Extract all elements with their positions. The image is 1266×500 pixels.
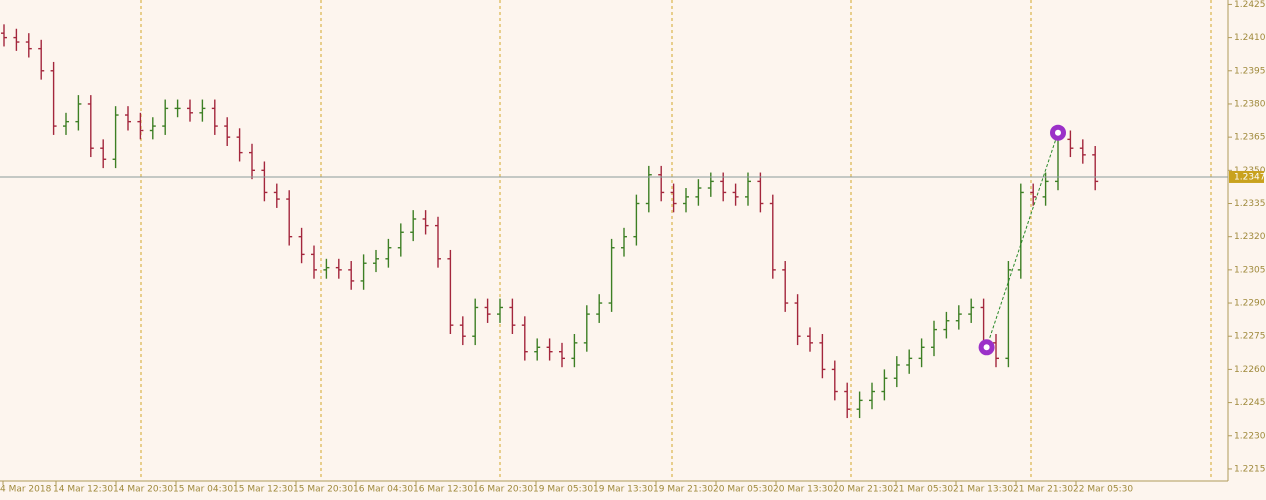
y-tick-label: 1.2275 [1234,332,1266,342]
y-tick-label: 1.2290 [1234,299,1266,309]
trade-line [986,132,1059,348]
current-price-label: 1.2347 [1234,172,1266,182]
x-tick-label: 19 Mar 13:30 [593,485,653,495]
trade-marker-center [1055,129,1061,136]
trade-marker-center [983,344,990,351]
x-tick-label: 14 Mar 20:30 [113,485,173,495]
y-tick-label: 1.2335 [1234,199,1266,209]
y-tick-label: 1.2245 [1234,398,1266,408]
x-tick-label: 20 Mar 21:30 [833,485,893,495]
y-tick-label: 1.2425 [1234,0,1266,10]
y-tick-label: 1.2260 [1234,365,1266,375]
x-tick-label: 16 Mar 20:30 [473,485,533,495]
x-tick-label: 15 Mar 12:30 [233,485,293,495]
y-tick-label: 1.2320 [1234,232,1266,242]
y-tick-label: 1.2215 [1234,464,1266,474]
x-tick-label: 15 Mar 20:30 [293,485,353,495]
y-tick-label: 1.2230 [1234,431,1266,441]
x-tick-label: 15 Mar 04:30 [173,485,233,495]
y-tick-label: 1.2365 [1234,133,1266,143]
period-separators [140,0,1212,480]
x-tick-label: 22 Mar 05:30 [1073,485,1133,495]
x-tick-label: 19 Mar 05:30 [533,485,593,495]
y-tick-label: 1.2350 [1234,166,1266,176]
x-tick-label: 20 Mar 13:30 [773,485,833,495]
y-tick-label: 1.2305 [1234,265,1266,275]
x-tick-label: 16 Mar 12:30 [413,485,473,495]
x-tick-label: 20 Mar 05:30 [713,485,773,495]
x-tick-label: 16 Mar 04:30 [353,485,413,495]
x-tick-label: 21 Mar 21:30 [1013,485,1073,495]
x-tick-label: 19 Mar 21:30 [653,485,713,495]
x-tick-label: 4 Mar 2018 [0,485,52,495]
x-tick-label: 14 Mar 12:30 [53,485,113,495]
current-price-box [1229,170,1264,183]
y-tick-label: 1.2395 [1234,66,1266,76]
x-tick-label: 21 Mar 13:30 [953,485,1013,495]
y-tick-label: 1.2380 [1234,99,1266,109]
x-tick-label: 21 Mar 05:30 [893,485,953,495]
y-tick-label: 1.2410 [1234,33,1266,43]
